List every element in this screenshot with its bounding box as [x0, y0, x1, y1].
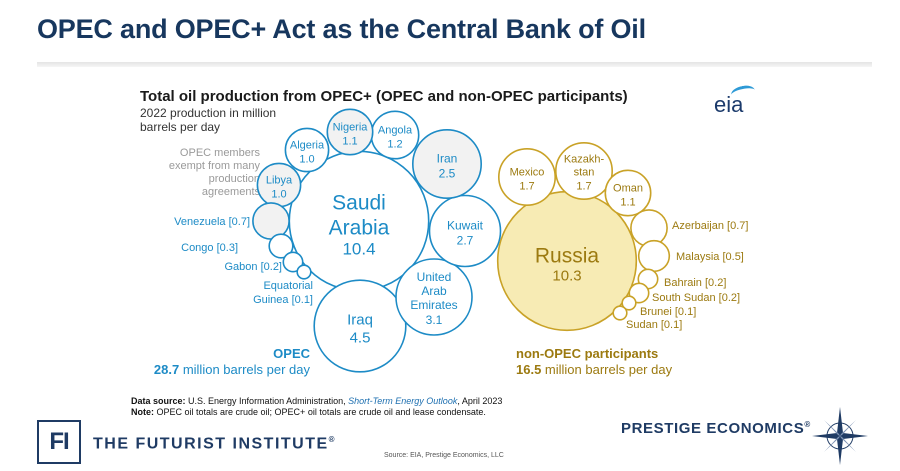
bubble-label-russia: Russia	[535, 245, 600, 268]
opec-total-value: 28.7	[153, 362, 180, 377]
bubble-value-kazakhstan: 1.7	[576, 181, 591, 193]
futurist-institute-logo-mark: FI	[37, 420, 81, 464]
bubble-label-angola: Angola	[378, 125, 413, 137]
fi-name-text: THE FUTURIST INSTITUTE	[93, 435, 329, 453]
exempt-members-note: OPEC members exempt from many production…	[168, 147, 260, 198]
prestige-name-text: PRESTIGE ECONOMICS	[621, 420, 805, 437]
bubble-value-saudi-arabia: 10.4	[342, 240, 375, 259]
bubble-sudan	[612, 305, 628, 321]
chart-subtitle: 2022 production in million barrels per d…	[140, 106, 277, 134]
bubble-nigeria	[326, 108, 374, 156]
bubble-label-algeria: Algeria	[290, 140, 325, 152]
bubble-label-gabon: Gabon [0.2]	[225, 261, 283, 273]
bubble-united-arab-emirates	[395, 258, 473, 336]
bubble-value-libya: 1.0	[271, 189, 286, 201]
bubble-label-united-arab-emirates: United Arab Emirates	[410, 270, 457, 312]
non-opec-total: non-OPEC participants 16.5 million barre…	[516, 346, 672, 379]
bubble-label-saudi-arabia: Saudi Arabia	[329, 192, 390, 240]
bubble-kuwait	[428, 194, 502, 268]
bubble-brunei	[621, 295, 637, 311]
bubble-value-russia: 10.3	[552, 268, 581, 285]
opec-total-unit: million barrels per day	[179, 362, 310, 377]
bubble-iran	[411, 129, 482, 200]
bubble-congo	[268, 233, 294, 259]
compass-rose-icon	[812, 407, 868, 465]
bubble-malaysia	[637, 239, 671, 273]
bubble-value-mexico: 1.7	[519, 181, 534, 193]
non-opec-total-value: 16.5	[516, 362, 542, 377]
bubble-iraq	[313, 279, 407, 373]
data-source-date: , April 2023	[457, 396, 503, 406]
bubble-mexico	[497, 148, 556, 207]
bubble-azerbaijan	[630, 209, 668, 247]
bubble-label-oman: Oman	[613, 183, 643, 195]
note-label: Note:	[131, 407, 154, 417]
futurist-institute-name: THE FUTURIST INSTITUTE®	[93, 435, 336, 453]
data-source-label: Data source:	[131, 396, 186, 406]
bubble-label-libya: Libya	[266, 175, 293, 187]
bubble-venezuela	[252, 202, 290, 240]
bubble-value-iraq: 4.5	[350, 330, 371, 347]
bubble-label-azerbaijan: Azerbaijan [0.7]	[672, 220, 748, 232]
prestige-registered-mark: ®	[804, 420, 811, 429]
chart-title: Total oil production from OPEC+ (OPEC an…	[140, 88, 628, 105]
non-opec-total-unit: million barrels per day	[541, 362, 673, 377]
bubble-value-iran: 2.5	[439, 167, 456, 181]
bubble-value-angola: 1.2	[387, 139, 402, 151]
opec-group-name: OPEC	[273, 346, 310, 361]
bubble-label-brunei: Brunei [0.1]	[640, 306, 696, 318]
bubble-label-south-sudan: South Sudan [0.2]	[652, 292, 740, 304]
bubble-label-sudan: Sudan [0.1]	[626, 319, 682, 331]
eia-logo: eia	[714, 83, 757, 118]
bubble-oman	[604, 169, 652, 217]
bubble-algeria	[284, 127, 330, 173]
bubble-value-oman: 1.1	[620, 197, 635, 209]
bubble-label-congo: Congo [0.3]	[181, 242, 238, 254]
bubble-kazakhstan	[554, 142, 613, 201]
bubble-label-nigeria: Nigeria	[333, 122, 369, 134]
bubble-label-malaysia: Malaysia [0.5]	[676, 251, 744, 263]
bubble-label-kuwait: Kuwait	[447, 219, 484, 233]
bubble-value-algeria: 1.0	[299, 154, 314, 166]
footer-source: Source: EIA, Prestige Economics, LLC	[384, 452, 504, 459]
chart-source-note: Data source: U.S. Energy Information Adm…	[131, 396, 502, 418]
prestige-economics-logo: PRESTIGE ECONOMICS®	[621, 420, 811, 437]
data-source-text: U.S. Energy Information Administration,	[185, 396, 349, 406]
fi-registered-mark: ®	[328, 435, 337, 444]
bubble-gabon	[282, 251, 304, 273]
bubble-label-kazakhstan: Kazakh-stan	[564, 154, 605, 179]
note-text: OPEC oil totals are crude oil; OPEC+ oil…	[154, 407, 486, 417]
bubble-equatorial-guinea	[296, 264, 312, 280]
bubble-label-venezuela: Venezuela [0.7]	[174, 216, 250, 228]
opec-total: OPEC 28.7 million barrels per day	[140, 346, 310, 379]
bubble-label-iraq: Iraq	[347, 312, 373, 329]
slide-title: OPEC and OPEC+ Act as the Central Bank o…	[37, 14, 646, 44]
eia-logo-text: eia	[714, 92, 744, 117]
non-opec-group-name: non-OPEC participants	[516, 346, 659, 361]
bubble-value-nigeria: 1.1	[342, 136, 357, 148]
bubble-value-united-arab-emirates: 3.1	[426, 313, 443, 327]
bubble-value-kuwait: 2.7	[457, 234, 474, 248]
bubble-label-mexico: Mexico	[510, 167, 545, 179]
bubble-label-iran: Iran	[437, 152, 458, 166]
bubble-label-equatorial-guinea: Equatorial Guinea [0.1]	[253, 280, 313, 306]
bubble-label-bahrain: Bahrain [0.2]	[664, 277, 726, 289]
data-source-title: Short-Term Energy Outlook	[348, 396, 458, 406]
title-divider	[37, 62, 872, 67]
